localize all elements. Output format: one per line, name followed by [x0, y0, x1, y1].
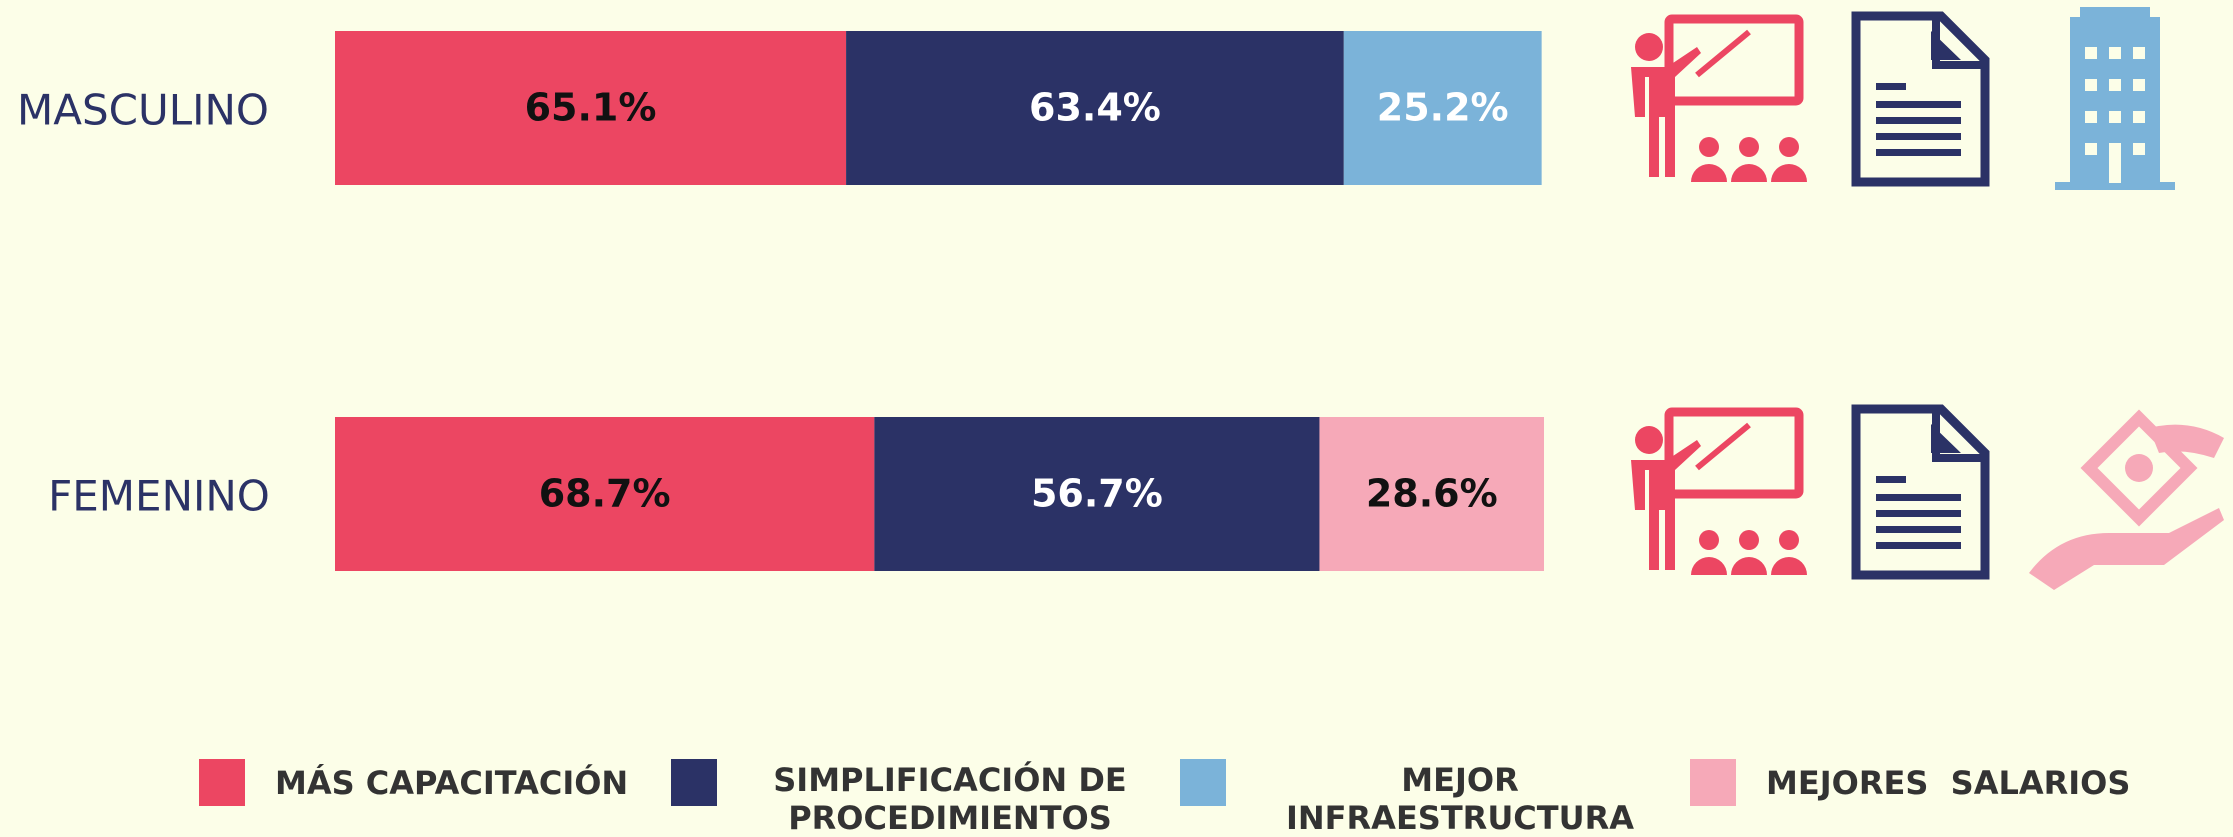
value-label: 28.6%	[1366, 472, 1498, 516]
bar-segment	[1343, 31, 1542, 185]
legend-label: MEJOR INFRAESTRUCTURA	[1285, 761, 1634, 837]
value-label: 56.7%	[1031, 472, 1163, 516]
legend-label: MÁS CAPACITACIÓN	[275, 764, 629, 802]
icon-building	[2055, 7, 2175, 190]
bar-segment	[874, 417, 1320, 571]
bar-segment	[335, 31, 847, 185]
icon-money-hands	[2029, 409, 2224, 590]
legend-swatch	[1690, 759, 1736, 806]
bar-segment	[335, 417, 875, 571]
value-label: 25.2%	[1377, 86, 1509, 130]
icon-teacher	[1631, 19, 1807, 182]
bar-segment	[846, 31, 1344, 185]
bar-segment	[1319, 417, 1544, 571]
category-label: MASCULINO	[17, 86, 269, 135]
value-label: 65.1%	[525, 86, 657, 130]
legend-swatch	[199, 759, 245, 806]
icon-document	[1856, 16, 1985, 182]
icon-teacher	[1631, 412, 1807, 575]
icon-document	[1856, 409, 1985, 575]
legend-swatch	[1180, 759, 1226, 806]
category-label: FEMENINO	[48, 472, 270, 521]
legend-label: SIMPLIFICACIÓN DE PROCEDIMIENTOS	[773, 761, 1127, 837]
legend-swatch	[671, 759, 717, 806]
value-label: 68.7%	[539, 472, 671, 516]
legend-label: MEJORES SALARIOS	[1766, 764, 2131, 802]
value-label: 63.4%	[1029, 86, 1161, 130]
